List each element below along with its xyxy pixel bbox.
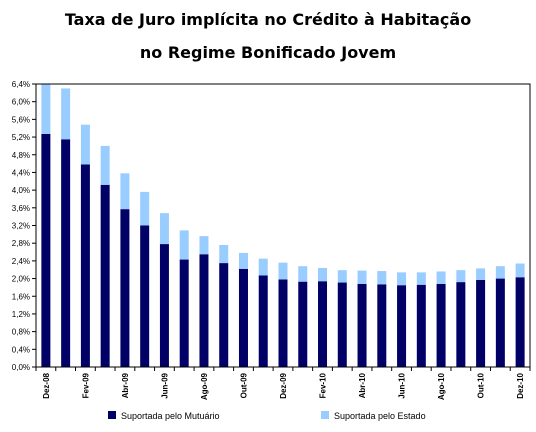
x-tick-label: Abr-10	[358, 372, 367, 398]
bar-estado	[199, 236, 209, 255]
bar-mutuario	[61, 139, 71, 367]
y-tick-label: 0,8%	[12, 328, 30, 337]
bar-estado	[179, 230, 189, 260]
plot-border	[35, 83, 531, 368]
y-tick-label: 4,4%	[12, 168, 30, 177]
x-tick-label: Dez-10	[516, 372, 525, 398]
legend-swatch-estado	[321, 411, 329, 419]
x-tick-label: Jun-09	[160, 372, 169, 398]
y-tick-label: 1,2%	[12, 310, 30, 319]
legend-label-mutuario: Suportada pelo Mutuário	[121, 411, 220, 421]
chart-title-line-2: no Regime Bonificado Jovem	[139, 43, 397, 62]
legend-swatch-mutuario	[108, 411, 116, 419]
y-tick-label: 1,6%	[12, 292, 30, 301]
bar-estado	[80, 124, 90, 165]
legend-label-estado: Suportada pelo Estado	[334, 411, 426, 421]
bar-estado	[397, 272, 407, 286]
bar-estado	[495, 266, 505, 279]
y-axis: 0,0% 0,4% 0,8% 1,2% 1,6% 2,0% 2,4% 2,8% 3,2% 3,6%…	[12, 80, 36, 372]
bar-estado	[258, 258, 268, 276]
bar-estado	[357, 270, 367, 284]
bar-mutuario	[100, 184, 110, 367]
x-axis: Dez-08 Fev-09 Abr-09 Jun-09 Ago-09 Out-09 Dez-…	[35, 367, 531, 400]
x-tick-label: Fev-09	[81, 372, 90, 398]
y-tick-label: 2,8%	[12, 239, 30, 248]
bar-mutuario	[495, 278, 505, 367]
y-tick-label: 0,0%	[12, 363, 30, 372]
bar-mutuario	[298, 281, 308, 367]
bar-estado	[515, 263, 525, 278]
y-tick-label: 2,0%	[12, 275, 30, 284]
bar-mutuario	[416, 284, 426, 367]
y-tick-label: 6,4%	[12, 80, 30, 89]
bar-mutuario	[199, 254, 209, 367]
y-tick-label: 2,4%	[12, 257, 30, 266]
bar-mutuario	[41, 133, 51, 367]
bar-mutuario	[179, 259, 189, 367]
bar-estado	[120, 173, 130, 210]
bar-mutuario	[219, 263, 229, 367]
bar-mutuario	[436, 283, 446, 367]
y-tick-label: 4,0%	[12, 186, 30, 195]
bar-mutuario	[357, 283, 367, 367]
bar-mutuario	[120, 209, 130, 367]
bar-mutuario	[337, 282, 347, 367]
bar-mutuario	[80, 164, 90, 367]
bar-estado	[140, 191, 150, 226]
y-tick-label: 3,2%	[12, 222, 30, 231]
bar-estado	[337, 270, 347, 283]
x-tick-label: Dez-09	[279, 372, 288, 398]
chart-title-line-1: Taxa de Juro implícita no Crédito à Habi…	[64, 10, 472, 29]
bar-estado	[41, 84, 51, 134]
bar-estado	[278, 262, 288, 280]
bar-estado	[377, 271, 387, 285]
bar-mutuario	[258, 275, 268, 367]
bar-mutuario	[278, 279, 288, 367]
x-tick-label: Fev-10	[319, 372, 328, 398]
bar-estado	[476, 268, 486, 280]
bar-estado	[100, 145, 110, 185]
y-tick-label: 4,8%	[12, 151, 30, 160]
y-tick-label: 0,4%	[12, 345, 30, 354]
bar-estado	[61, 88, 71, 140]
bar-estado	[318, 267, 328, 282]
x-tick-label: Ago-10	[437, 372, 446, 400]
y-tick-label: 3,6%	[12, 204, 30, 213]
x-tick-label: Jun-10	[398, 372, 407, 398]
bar-estado	[238, 252, 248, 269]
bars	[41, 84, 525, 367]
x-tick-label: Dez-08	[42, 372, 51, 398]
bar-mutuario	[377, 284, 387, 367]
bar-mutuario	[238, 268, 248, 367]
y-tick-label: 5,6%	[12, 115, 30, 124]
bar-mutuario	[159, 244, 169, 367]
bar-estado	[298, 266, 308, 282]
x-tick-label: Out-09	[239, 372, 248, 398]
x-tick-label: Out-10	[477, 372, 486, 398]
bar-estado	[416, 272, 426, 285]
bar-mutuario	[318, 281, 328, 367]
bar-estado	[219, 244, 229, 264]
legend: Suportada pelo Mutuário Suportada pelo E…	[108, 411, 426, 421]
bar-estado	[436, 271, 446, 284]
bar-estado	[456, 270, 466, 283]
bar-mutuario	[456, 282, 466, 367]
x-tick-label: Abr-09	[121, 372, 130, 398]
bar-estado	[159, 213, 169, 245]
bar-mutuario	[397, 285, 407, 367]
y-tick-label: 5,2%	[12, 133, 30, 142]
x-tick-label: Ago-09	[200, 372, 209, 400]
bar-mutuario	[476, 279, 486, 367]
y-tick-label: 6,0%	[12, 98, 30, 107]
bar-mutuario	[515, 277, 525, 367]
bar-mutuario	[140, 225, 150, 367]
